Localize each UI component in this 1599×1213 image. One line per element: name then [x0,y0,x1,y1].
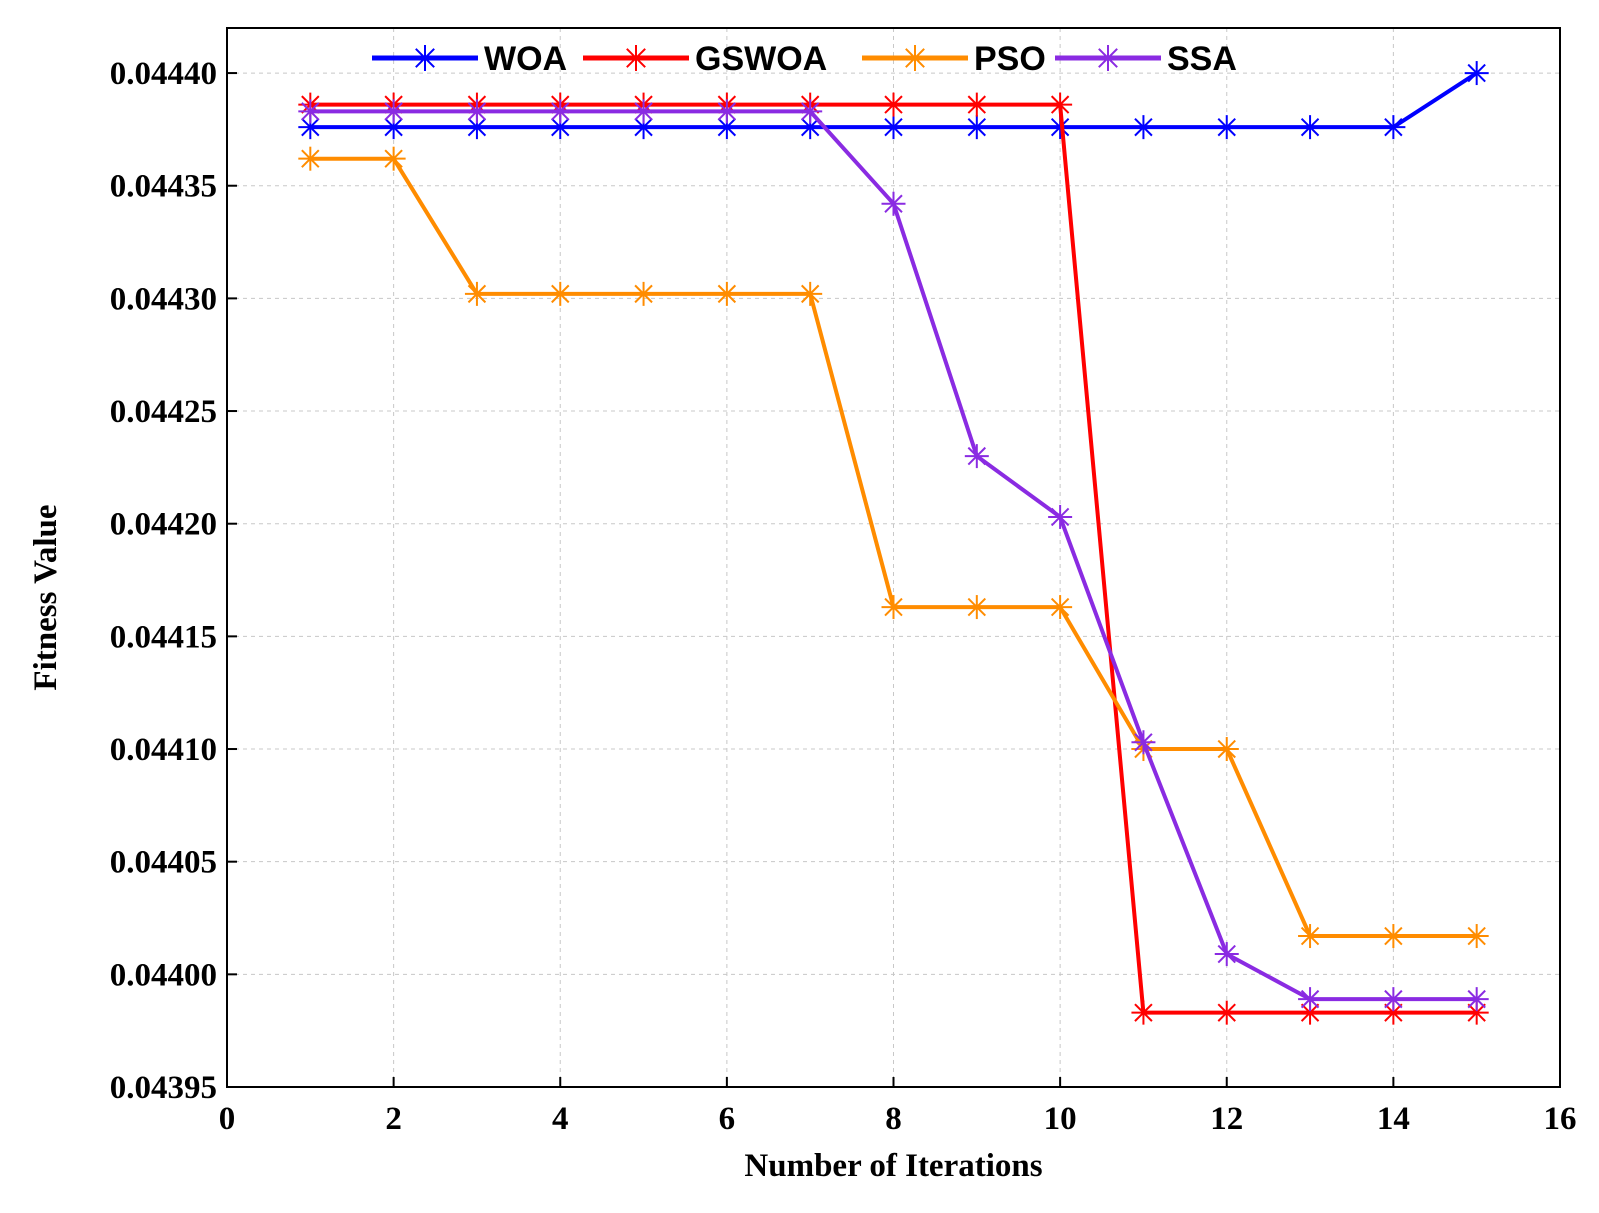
data-point-marker [1131,115,1156,140]
data-point-marker [798,115,823,140]
data-point-marker [464,99,489,124]
x-tick-label: 10 [1044,1101,1077,1137]
legend-item-ssa: SSA [1055,40,1237,78]
data-point-marker [714,281,739,306]
legend: WOA GSWOA PSO SSA [372,40,1237,78]
data-point-marker [1048,595,1073,620]
data-point-marker [298,99,323,124]
data-point-marker [798,99,823,124]
data-point-marker [798,281,823,306]
data-point-marker [631,99,656,124]
legend-item-pso: PSO [862,40,1046,78]
data-point-marker [1464,61,1489,86]
data-point-marker [902,45,928,71]
x-tick-label: 6 [719,1101,736,1137]
x-axis-title: Number of Iterations [744,1148,1042,1184]
data-point-marker [412,45,438,71]
y-tick-label: 0.04435 [110,169,217,205]
y-tick-label: 0.04410 [110,732,217,768]
x-tick-label: 0 [219,1101,236,1137]
series-ssa [298,99,1489,1012]
legend-label: WOA [484,40,567,78]
x-tick-label: 8 [885,1101,902,1137]
y-tick-label: 0.04400 [110,957,217,993]
y-tick-label: 0.04415 [110,619,217,655]
x-tick-label: 16 [1544,1101,1577,1137]
data-point-marker [881,92,906,117]
data-point-marker [1214,1000,1239,1025]
data-point-marker [1214,115,1239,140]
data-point-marker [1464,924,1489,949]
data-point-marker [714,99,739,124]
x-tick-label: 2 [385,1101,402,1137]
y-tick-label: 0.04420 [110,507,217,543]
series-pso [298,146,1489,949]
x-tick-label: 12 [1210,1101,1243,1137]
data-point-marker [298,115,323,140]
data-point-marker [1095,45,1121,71]
data-point-marker [623,45,649,71]
data-point-marker [881,115,906,140]
data-point-marker [964,92,989,117]
data-point-marker [881,191,906,216]
data-point-marker [1298,924,1323,949]
data-point-marker [464,281,489,306]
data-point-marker [1048,504,1073,529]
data-point-marker [1131,730,1156,755]
data-point-marker [1381,924,1406,949]
legend-label: SSA [1167,40,1237,78]
data-point-marker [1464,987,1489,1012]
x-tick-label: 14 [1377,1101,1410,1137]
data-point-marker [1298,987,1323,1012]
data-point-marker [1214,737,1239,762]
legend-label: PSO [974,40,1046,78]
data-point-marker [631,281,656,306]
series-woa [298,61,1489,140]
data-point-marker [548,281,573,306]
y-tick-label: 0.04425 [110,394,217,430]
x-tick-label: 4 [552,1101,569,1137]
y-tick-label: 0.04405 [110,845,217,881]
data-point-marker [1381,987,1406,1012]
data-point-marker [1131,1000,1156,1025]
data-point-marker [881,595,906,620]
data-point-marker [1381,115,1406,140]
legend-item-gswoa: GSWOA [583,40,827,78]
data-point-marker [381,146,406,171]
data-point-marker [381,99,406,124]
data-point-marker [964,595,989,620]
tick-layer: 0 2 4 6 8 10 12 14 16 0.04395 0.04400 0.04405 0.0441… [110,56,1577,1137]
y-tick-label: 0.04395 [110,1070,217,1106]
data-point-marker [298,146,323,171]
grid-layer [227,28,1560,1087]
y-axis-title: Fitness Value [28,504,64,690]
series-line-pso [310,156,1477,938]
series-layer [298,61,1489,1025]
y-tick-label: 0.04440 [110,56,217,92]
data-point-marker [1381,1000,1406,1025]
data-point-marker [1298,115,1323,140]
data-point-marker [964,115,989,140]
data-point-marker [1048,92,1073,117]
data-point-marker [964,444,989,469]
data-point-marker [631,115,656,140]
legend-label: GSWOA [695,40,827,78]
y-tick-label: 0.04430 [110,281,217,317]
data-point-marker [548,99,573,124]
data-point-marker [1214,942,1239,967]
legend-item-woa: WOA [372,40,567,78]
